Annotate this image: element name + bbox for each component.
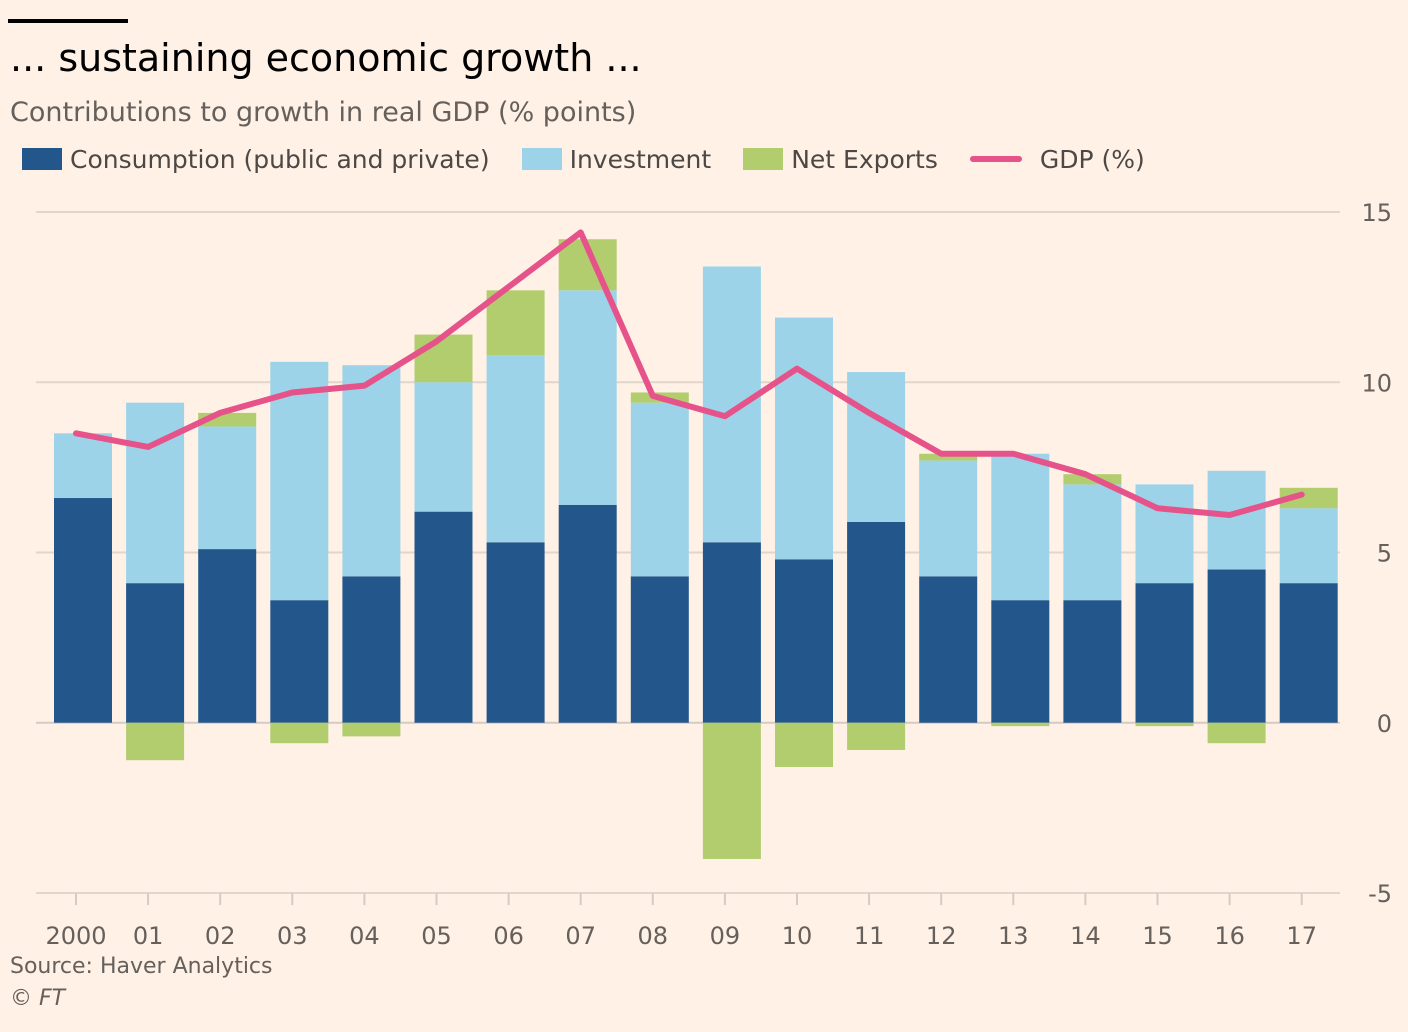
legend-line-gdp xyxy=(969,156,1022,162)
bar-consumption xyxy=(342,576,401,723)
title-rule xyxy=(8,19,128,23)
bar-investment xyxy=(919,460,978,577)
x-tick-label: 13 xyxy=(998,922,1029,950)
bar-net-exports xyxy=(1135,722,1194,727)
gdp-line xyxy=(73,229,1305,519)
x-tick-label: 14 xyxy=(1070,922,1101,950)
y-tick-label: 5 xyxy=(1377,540,1392,568)
bar-net-exports xyxy=(486,290,545,356)
bar-consumption xyxy=(1063,600,1122,723)
x-tick-label: 15 xyxy=(1142,922,1173,950)
bar-consumption xyxy=(702,542,761,723)
bar-investment xyxy=(342,365,401,577)
legend-item-net-exports: Net Exports xyxy=(743,145,938,174)
bar-consumption xyxy=(198,549,257,723)
chart-title: ... sustaining economic growth ... xyxy=(10,36,642,80)
x-tick-label: 09 xyxy=(710,922,741,950)
bar-consumption xyxy=(558,504,617,723)
legend-swatch-net-exports xyxy=(743,148,784,170)
bar-investment xyxy=(847,372,906,522)
bar-investment xyxy=(486,355,545,543)
x-tick-label: 12 xyxy=(926,922,957,950)
bar-consumption xyxy=(1135,583,1194,723)
bar-consumption xyxy=(775,559,833,723)
x-tick-label: 05 xyxy=(421,922,452,950)
legend-label-consumption: Consumption (public and private) xyxy=(70,144,490,174)
bar-net-exports xyxy=(775,722,833,768)
bar-net-exports xyxy=(919,453,978,461)
bar-net-exports xyxy=(126,722,185,761)
bar-net-exports xyxy=(270,722,329,744)
bar-consumption xyxy=(991,600,1050,723)
bar-consumption xyxy=(630,576,689,723)
bar-consumption xyxy=(270,600,329,723)
bar-investment xyxy=(558,290,617,505)
bar-consumption xyxy=(919,576,978,723)
bar-investment xyxy=(702,266,761,543)
y-tick-label: -5 xyxy=(1368,880,1392,908)
bar-investment xyxy=(630,402,689,577)
x-tick-label: 11 xyxy=(854,922,885,950)
bar-investment xyxy=(775,317,833,560)
x-tick-label: 17 xyxy=(1286,922,1317,950)
x-tick-label: 16 xyxy=(1214,922,1245,950)
bar-investment xyxy=(1063,484,1122,601)
x-tick-label: 01 xyxy=(133,922,164,950)
y-tick-label: 15 xyxy=(1361,199,1392,227)
bar-investment xyxy=(1279,508,1338,584)
bar-investment xyxy=(1207,470,1266,570)
bar-investment xyxy=(414,382,473,512)
legend-item-gdp: GDP (%) xyxy=(969,144,1145,174)
legend-label-gdp: GDP (%) xyxy=(1039,144,1145,174)
bar-investment xyxy=(198,426,257,550)
credit-note: © FT xyxy=(10,986,66,1011)
bar-consumption xyxy=(847,521,906,723)
legend-item-consumption: Consumption (public and private) xyxy=(22,145,490,174)
bar-consumption xyxy=(1279,583,1338,723)
source-note: Source: Haver Analytics xyxy=(10,954,273,979)
legend: Consumption (public and private) Investm… xyxy=(22,142,1177,176)
chart-plot: 15 10 5 0 -5 2000 01 02 03 04 05 06 07 08 09 10 11 12 13 14… xyxy=(36,199,1392,950)
legend-label-investment: Investment xyxy=(569,144,712,174)
bar-net-exports xyxy=(1207,722,1266,744)
bar-net-exports xyxy=(702,722,761,859)
x-tick-label: 2000 xyxy=(45,922,106,950)
x-tick-label: 06 xyxy=(493,922,524,950)
legend-label-net-exports: Net Exports xyxy=(791,144,938,174)
bar-investment xyxy=(54,433,112,499)
y-tick-label: 10 xyxy=(1361,369,1392,397)
y-tick-label: 0 xyxy=(1377,710,1392,738)
bar-consumption xyxy=(414,511,473,723)
legend-swatch-investment xyxy=(521,148,562,170)
bar-consumption xyxy=(486,542,545,723)
x-tick-label: 10 xyxy=(782,922,813,950)
bar-net-exports xyxy=(414,334,473,383)
bar-consumption xyxy=(1207,569,1266,723)
bar-net-exports xyxy=(342,722,401,737)
legend-swatch-consumption xyxy=(22,148,62,170)
bar-investment xyxy=(270,361,329,601)
bar-net-exports xyxy=(847,722,906,750)
bar-investment xyxy=(126,402,185,584)
chart-subtitle: Contributions to growth in real GDP (% p… xyxy=(10,97,637,128)
x-tick-label: 08 xyxy=(638,922,669,950)
legend-item-investment: Investment xyxy=(521,144,712,174)
bar-net-exports xyxy=(991,722,1050,727)
bar-net-exports xyxy=(1279,487,1338,509)
bar-investment xyxy=(991,453,1050,601)
x-tick-label: 02 xyxy=(205,922,236,950)
x-tick-label: 07 xyxy=(565,922,596,950)
bar-consumption xyxy=(54,498,112,723)
bar-consumption xyxy=(126,583,185,723)
x-tick-label: 04 xyxy=(349,922,380,950)
x-tick-label: 03 xyxy=(277,922,308,950)
